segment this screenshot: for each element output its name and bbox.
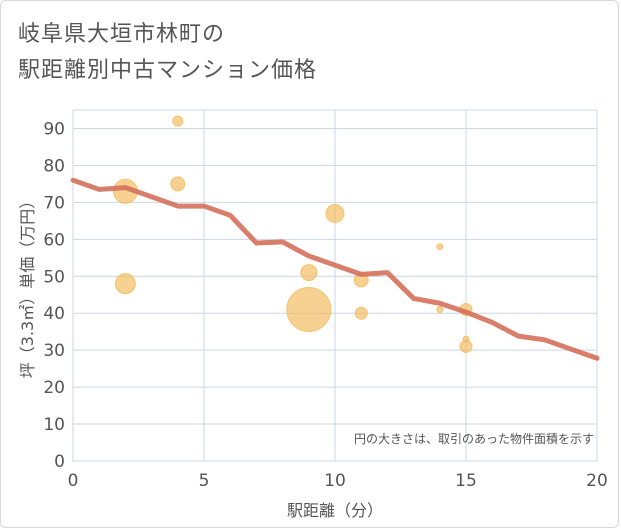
data-bubble (286, 287, 332, 333)
y-tick-label: 80 (43, 156, 65, 176)
y-tick-label: 40 (43, 304, 65, 324)
x-tick-label: 0 (68, 471, 79, 491)
data-bubble (325, 203, 345, 223)
data-bubble (459, 339, 473, 353)
data-bubble (436, 243, 444, 251)
y-tick-label: 50 (43, 267, 65, 287)
y-tick-label: 20 (43, 378, 65, 398)
data-bubble (114, 273, 136, 295)
chart-title-line-1: 岐阜県大垣市林町の (18, 22, 226, 47)
x-tick-label: 5 (199, 471, 210, 491)
x-tick-label: 15 (455, 471, 477, 491)
y-tick-label: 60 (43, 230, 65, 250)
y-tick-label: 10 (43, 415, 65, 435)
data-bubble (354, 306, 368, 320)
x-tick-label: 10 (324, 471, 346, 491)
chart-title-line-2: 駅距離別中古マンション価格 (18, 58, 318, 83)
y-tick-label: 90 (43, 119, 65, 139)
y-tick-label: 0 (54, 452, 65, 472)
y-axis-label: 坪（3.3㎡）単価（万円） (18, 193, 37, 378)
data-bubble (172, 115, 184, 127)
average-price-line (70, 177, 600, 361)
data-bubble (300, 264, 318, 282)
data-bubble (170, 176, 186, 192)
bubble-size-note: 円の大きさは、取引のあった物件面積を示す (354, 431, 594, 446)
x-tick-label: 20 (586, 471, 608, 491)
plot-border (72, 109, 598, 462)
y-tick-label: 30 (43, 341, 65, 361)
y-tick-label: 70 (43, 193, 65, 213)
data-bubble (436, 306, 444, 314)
x-axis-label: 駅距離（分） (287, 501, 383, 520)
